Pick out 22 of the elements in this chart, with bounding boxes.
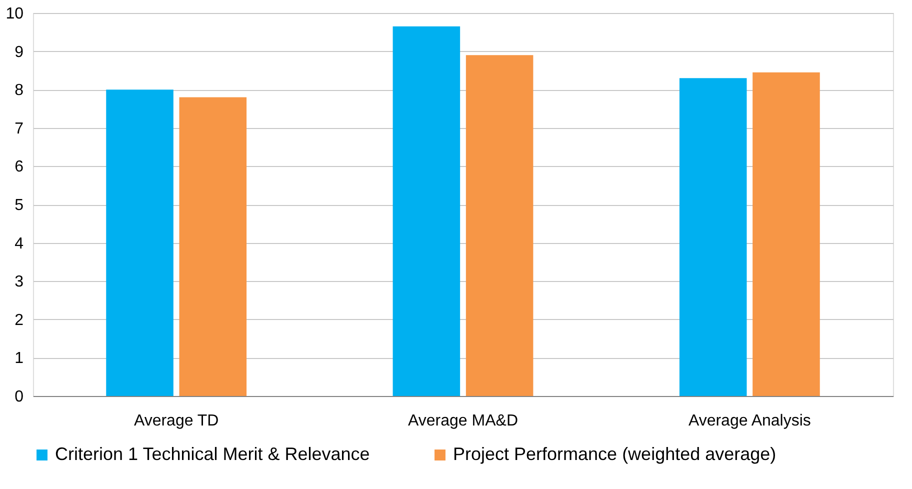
y-tick-label: 10 bbox=[6, 6, 24, 22]
x-tick-label: Average Analysis bbox=[688, 412, 811, 430]
legend-label: Criterion 1 Technical Merit & Relevance bbox=[55, 444, 370, 464]
bar bbox=[392, 26, 460, 396]
y-tick-label: 1 bbox=[14, 350, 24, 368]
y-tick-label: 8 bbox=[14, 82, 24, 100]
bar bbox=[106, 90, 174, 396]
bar bbox=[679, 78, 747, 396]
y-tick-label: 9 bbox=[14, 44, 24, 61]
x-tick-label: Average TD bbox=[134, 412, 219, 430]
bar bbox=[466, 55, 534, 396]
x-tick-label: Average MA&D bbox=[408, 412, 518, 430]
y-tick-label: 0 bbox=[14, 388, 24, 406]
bar bbox=[752, 72, 820, 396]
y-tick-label: 4 bbox=[14, 235, 24, 252]
y-tick-label: 6 bbox=[14, 158, 24, 176]
y-tick-label: 2 bbox=[14, 312, 24, 329]
bar bbox=[179, 97, 247, 396]
legend-label: Project Performance (weighted average) bbox=[453, 444, 776, 464]
y-tick-label: 5 bbox=[14, 197, 24, 214]
y-tick-label: 3 bbox=[14, 274, 24, 291]
y-tick-label: 7 bbox=[14, 120, 24, 138]
